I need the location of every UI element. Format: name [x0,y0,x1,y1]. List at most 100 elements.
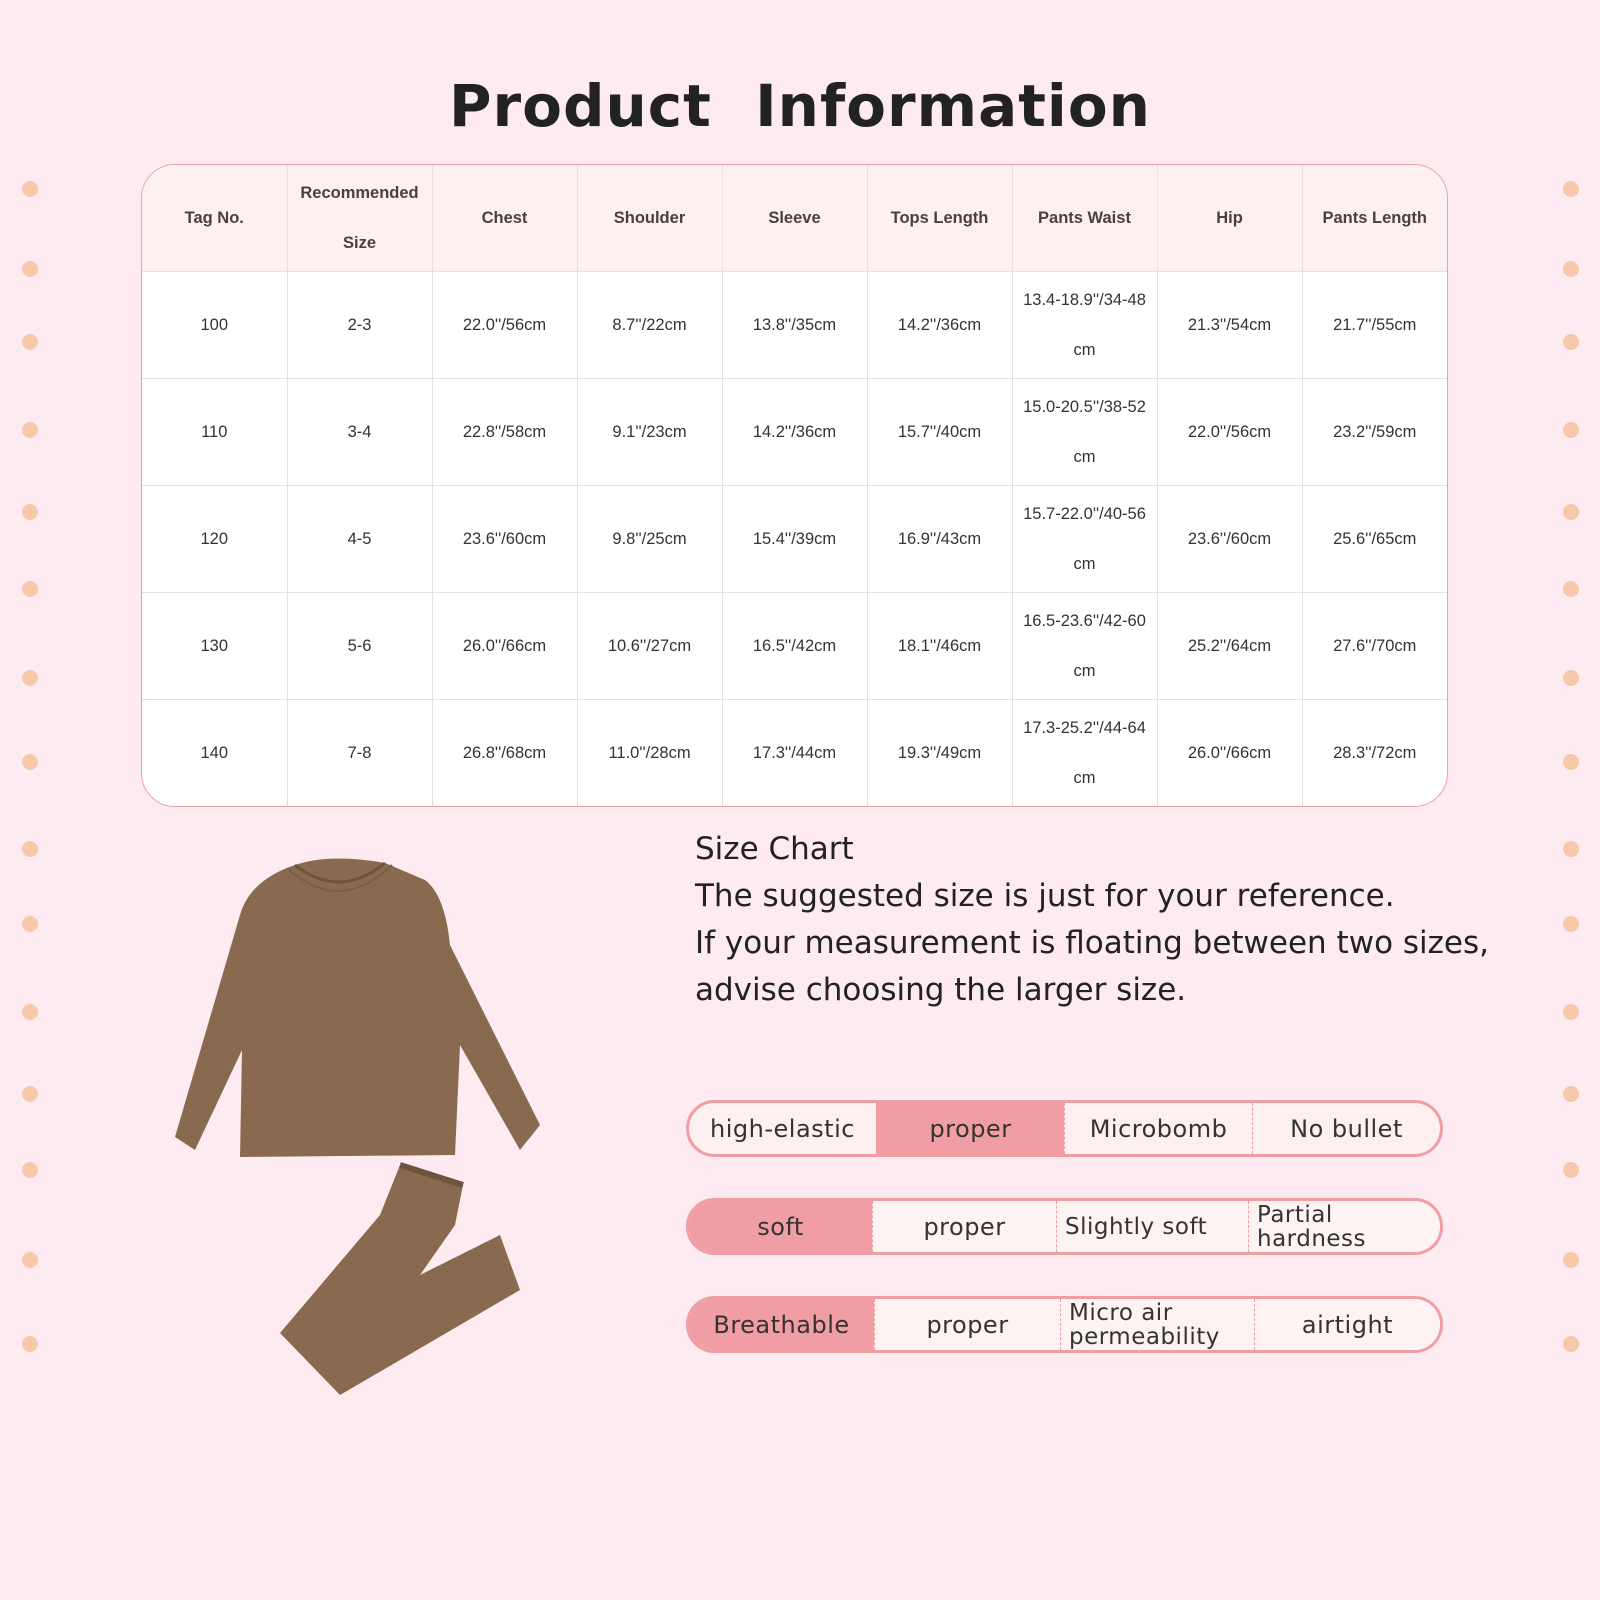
column-header: Pants Waist [1011,165,1158,272]
decorative-dot [1563,670,1579,686]
note-line: The suggested size is just for your refe… [695,878,1395,914]
decorative-dot [1563,754,1579,770]
table-cell: 7-8 [286,698,433,806]
column-header: Shoulder [576,165,723,272]
table-cell: 2-3 [286,270,433,379]
decorative-dot [22,261,38,277]
table-row: 120 4-5 23.6''/60cm 9.8''/25cm 15.4''/39cm 16… [142,484,1447,593]
feature-rating-bar: Breathable proper Micro air permeability ai… [686,1296,1443,1353]
table-cell: 17.3''/44cm [721,698,868,806]
note-heading: Size Chart [695,831,854,867]
table-cell: 14.2''/36cm [866,270,1013,379]
feature-rating-bar: soft proper Slightly soft Partial hardness [686,1198,1443,1255]
table-row: 100 2-3 22.0''/56cm 8.7''/22cm 13.8''/35cm 14… [142,270,1447,379]
table-cell: 28.3''/72cm [1301,698,1447,806]
decorative-dot [1563,581,1579,597]
table-cell: 16.9''/43cm [866,484,1013,593]
decorative-dot [22,1004,38,1020]
pants-image [280,1162,520,1395]
decorative-dot [22,1086,38,1102]
table-cell: 15.0-20.5''/38-52 cm [1011,377,1158,486]
table-cell: 22.0''/56cm [431,270,578,379]
note-line: If your measurement is floating between … [695,925,1489,961]
table-cell: 11.0''/28cm [576,698,723,806]
feature-rating-bar: high-elastic proper Microbomb No bullet [686,1100,1443,1157]
table-cell: 22.8''/58cm [431,377,578,486]
feature-option: soft [689,1201,872,1252]
decorative-dot [22,670,38,686]
decorative-dot [22,1252,38,1268]
decorative-dot [1563,181,1579,197]
feature-option: proper [876,1103,1064,1154]
table-cell: 23.6''/60cm [1156,484,1303,593]
table-cell: 25.6''/65cm [1301,484,1447,593]
column-header: Tops Length [866,165,1013,272]
note-line: advise choosing the larger size. [695,972,1187,1008]
decorative-dot [1563,1162,1579,1178]
decorative-dot [22,1336,38,1352]
column-header: Hip [1156,165,1303,272]
feature-option: Partial hardness [1248,1201,1440,1252]
table-header-row: Tag No. Recommended Size Chest Shoulder Slee… [142,165,1447,272]
table-cell: 18.1''/46cm [866,591,1013,700]
table-cell: 21.3''/54cm [1156,270,1303,379]
feature-option: proper [872,1201,1056,1252]
table-cell: 23.6''/60cm [431,484,578,593]
decorative-dot [22,334,38,350]
decorative-dot [1563,1336,1579,1352]
decorative-dot [22,916,38,932]
feature-option: proper [874,1299,1060,1350]
feature-option: Breathable [689,1299,874,1350]
table-cell: 10.6''/27cm [576,591,723,700]
size-chart-note: Size Chart The suggested size is just fo… [695,826,1489,1014]
table-cell: 13.4-18.9''/34-48 cm [1011,270,1158,379]
shirt-image [175,858,540,1157]
decorative-dot [22,181,38,197]
table-cell: 15.4''/39cm [721,484,868,593]
table-cell: 27.6''/70cm [1301,591,1447,700]
decorative-dot [22,841,38,857]
table-cell: 26.8''/68cm [431,698,578,806]
feature-option: high-elastic [710,1114,855,1143]
column-header: Pants Length [1301,165,1447,272]
table-row: 130 5-6 26.0''/66cm 10.6''/27cm 16.5''/42cm 1… [142,591,1447,700]
product-image-pajama-set [170,855,550,1420]
feature-option: airtight [1254,1299,1440,1350]
table-cell: 13.8''/35cm [721,270,868,379]
column-header: Recommended Size [286,165,433,272]
table-cell: 16.5-23.6''/42-60 cm [1011,591,1158,700]
table-row: 110 3-4 22.8''/58cm 9.1''/23cm 14.2''/36cm 15… [142,377,1447,486]
table-cell: 4-5 [286,484,433,593]
table-row: 140 7-8 26.8''/68cm 11.0''/28cm 17.3''/44cm 1… [142,698,1447,806]
feature-option: No bullet [1252,1103,1440,1154]
table-cell: 8.7''/22cm [576,270,723,379]
decorative-dot [1563,1004,1579,1020]
feature-option: Microbomb [1064,1103,1252,1154]
decorative-dot [22,504,38,520]
table-cell: 9.8''/25cm [576,484,723,593]
decorative-dot [22,422,38,438]
table-cell: 23.2''/59cm [1301,377,1447,486]
decorative-dot [1563,916,1579,932]
table-cell: 21.7''/55cm [1301,270,1447,379]
feature-option: Micro air permeability [1060,1299,1254,1350]
table-cell: 3-4 [286,377,433,486]
decorative-dot [1563,261,1579,277]
table-cell: 22.0''/56cm [1156,377,1303,486]
page-title: Product Information [449,72,1151,140]
table-cell: 140 [142,698,288,806]
table-cell: 100 [142,270,288,379]
size-table: Tag No. Recommended Size Chest Shoulder Slee… [141,164,1448,807]
column-header: Sleeve [721,165,868,272]
feature-option: Slightly soft [1056,1201,1248,1252]
table-cell: 9.1''/23cm [576,377,723,486]
table-cell: 17.3-25.2''/44-64 cm [1011,698,1158,806]
decorative-dot [22,754,38,770]
decorative-dot [1563,1086,1579,1102]
decorative-dot [22,581,38,597]
decorative-dot [1563,422,1579,438]
table-cell: 25.2''/64cm [1156,591,1303,700]
table-cell: 15.7-22.0''/40-56 cm [1011,484,1158,593]
decorative-dot [1563,841,1579,857]
table-cell: 130 [142,591,288,700]
